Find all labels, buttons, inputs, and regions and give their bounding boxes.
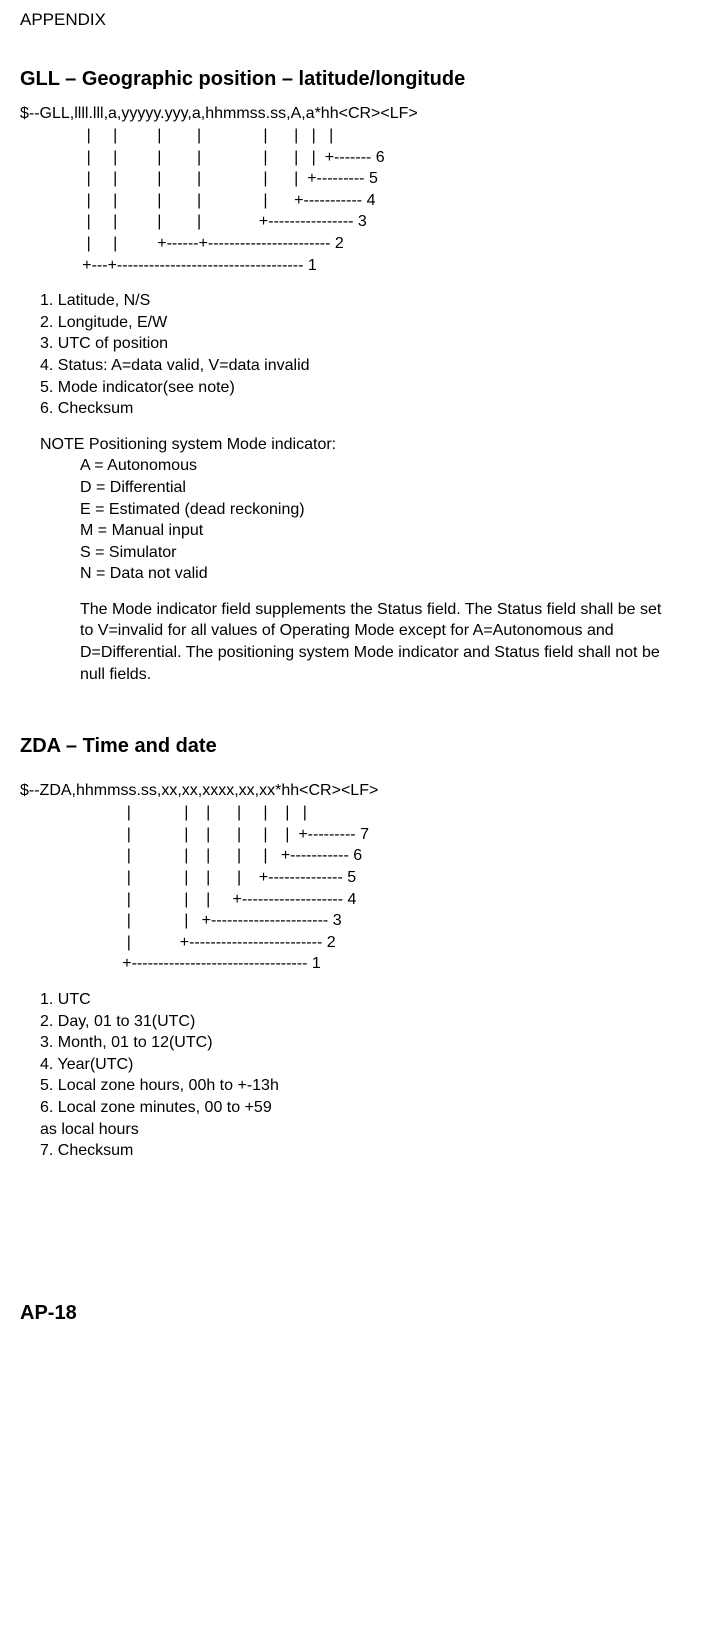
gll-note-s: S = Simulator [80, 542, 687, 564]
gll-note-items: A = Autonomous D = Differential E = Esti… [80, 455, 687, 585]
gll-item-1: 1. Latitude, N/S [40, 290, 687, 312]
gll-note-paragraph: The Mode indicator field supplements the… [80, 599, 677, 685]
gll-note-d: D = Differential [80, 477, 687, 499]
gll-sentence: $--GLL,llll.lll,a,yyyyy.yyy,a,hhmmss.ss,… [20, 105, 687, 123]
zda-item-5: 5. Local zone hours, 00h to +-13h [40, 1075, 687, 1097]
zda-item-4: 4. Year(UTC) [40, 1054, 687, 1076]
gll-note-e: E = Estimated (dead reckoning) [80, 499, 687, 521]
gll-diagram: | | | | | | | | | | | | | | | +------- 6… [20, 125, 687, 276]
gll-note-m: M = Manual input [80, 520, 687, 542]
zda-item-3: 3. Month, 01 to 12(UTC) [40, 1032, 687, 1054]
gll-item-2: 2. Longitude, E/W [40, 312, 687, 334]
gll-note-a: A = Autonomous [80, 455, 687, 477]
gll-item-6: 6. Checksum [40, 398, 687, 420]
gll-note-n: N = Data not valid [80, 563, 687, 585]
page-footer: AP-18 [20, 1302, 687, 1325]
gll-item-5: 5. Mode indicator(see note) [40, 377, 687, 399]
zda-item-6b: as local hours [40, 1119, 687, 1141]
zda-diagram: | | | | | | | | | | | | | +--------- 7 |… [20, 802, 687, 975]
zda-item-1: 1. UTC [40, 989, 687, 1011]
zda-sentence: $--ZDA,hhmmss.ss,xx,xx,xxxx,xx,xx*hh<CR>… [20, 782, 687, 800]
gll-field-list: 1. Latitude, N/S 2. Longitude, E/W 3. UT… [40, 290, 687, 420]
gll-note-title: NOTE Positioning system Mode indicator: [40, 434, 687, 456]
zda-item-6: 6. Local zone minutes, 00 to +59 [40, 1097, 687, 1119]
zda-item-2: 2. Day, 01 to 31(UTC) [40, 1011, 687, 1033]
gll-section-title: GLL – Geographic position – latitude/lon… [20, 68, 687, 91]
gll-note-section: NOTE Positioning system Mode indicator: … [40, 434, 687, 686]
zda-field-list: 1. UTC 2. Day, 01 to 31(UTC) 3. Month, 0… [40, 989, 687, 1162]
zda-item-7: 7. Checksum [40, 1140, 687, 1162]
gll-item-4: 4. Status: A=data valid, V=data invalid [40, 355, 687, 377]
zda-section-title: ZDA – Time and date [20, 735, 687, 758]
gll-item-3: 3. UTC of position [40, 333, 687, 355]
appendix-header: APPENDIX [20, 10, 687, 30]
